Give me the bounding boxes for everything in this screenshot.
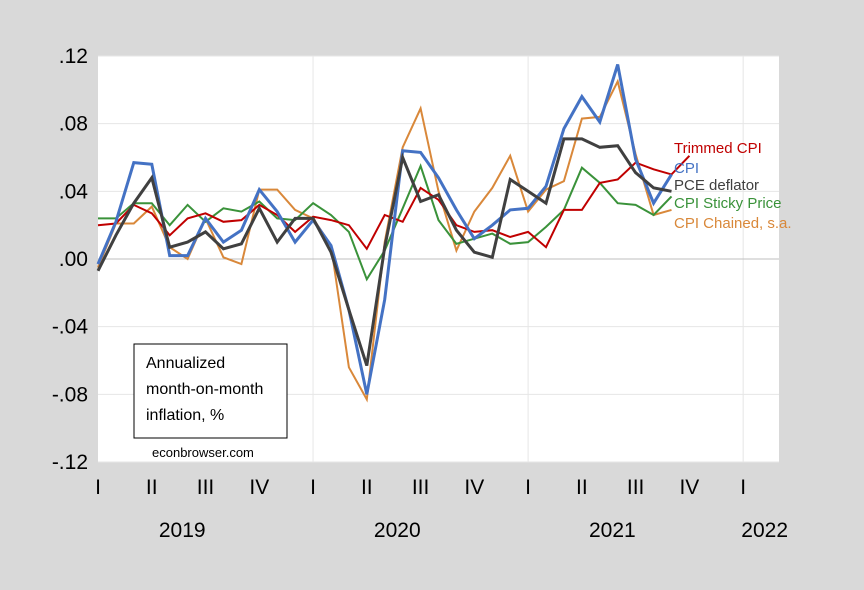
- x-tick-label: I: [95, 476, 101, 499]
- annotation-line-3: inflation, %: [146, 407, 224, 424]
- legend-entry-cpi-sticky-price: CPI Sticky Price: [674, 195, 782, 212]
- x-tick-label: I: [310, 476, 316, 499]
- legend-entry-cpi-chained-s-a: CPI Chained, s.a.: [674, 215, 792, 232]
- x-tick-label: III: [412, 476, 430, 499]
- year-label: 2021: [589, 519, 636, 542]
- annotation-frame: [133, 343, 288, 439]
- x-tick-label: IV: [464, 476, 484, 499]
- x-tick-label: IV: [679, 476, 699, 499]
- annotation-box: Annualized month-on-month inflation, %: [133, 343, 288, 439]
- y-tick-label: .08: [59, 113, 88, 136]
- x-tick-label: II: [361, 476, 373, 499]
- y-tick-label: -.08: [52, 383, 88, 406]
- x-tick-label: II: [576, 476, 588, 499]
- y-tick-label: .12: [59, 45, 88, 68]
- y-tick-label: -.04: [52, 316, 89, 339]
- series-lines: [96, 64, 691, 403]
- x-tick-label: II: [146, 476, 158, 499]
- y-axis: .12 .08 .04 .00 -.04 -.08 -.12: [52, 45, 89, 474]
- y-tick-label: -.12: [52, 451, 88, 474]
- year-label: 2022: [741, 519, 788, 542]
- x-tick-label: III: [197, 476, 215, 499]
- y-tick-label: .00: [59, 248, 88, 271]
- series-line-cpi: [96, 64, 673, 395]
- series-line-pce-deflator: [96, 137, 672, 367]
- legend-entry-cpi: CPI: [674, 160, 699, 177]
- x-tick-label: I: [740, 476, 746, 499]
- x-tick-label: IV: [249, 476, 269, 499]
- source-label: econbrowser.com: [152, 445, 254, 460]
- legend-entry-trimmed-cpi: Trimmed CPI: [674, 140, 762, 157]
- annotation-line-2: month-on-month: [146, 381, 263, 398]
- legend-entry-pce-deflator: PCE deflator: [674, 177, 759, 194]
- x-tick-label: III: [627, 476, 645, 499]
- x-tick-label: I: [525, 476, 531, 499]
- y-tick-label: .04: [59, 180, 89, 203]
- annotation-line-1: Annualized: [146, 355, 225, 372]
- year-label: 2020: [374, 519, 421, 542]
- year-label: 2019: [159, 519, 206, 542]
